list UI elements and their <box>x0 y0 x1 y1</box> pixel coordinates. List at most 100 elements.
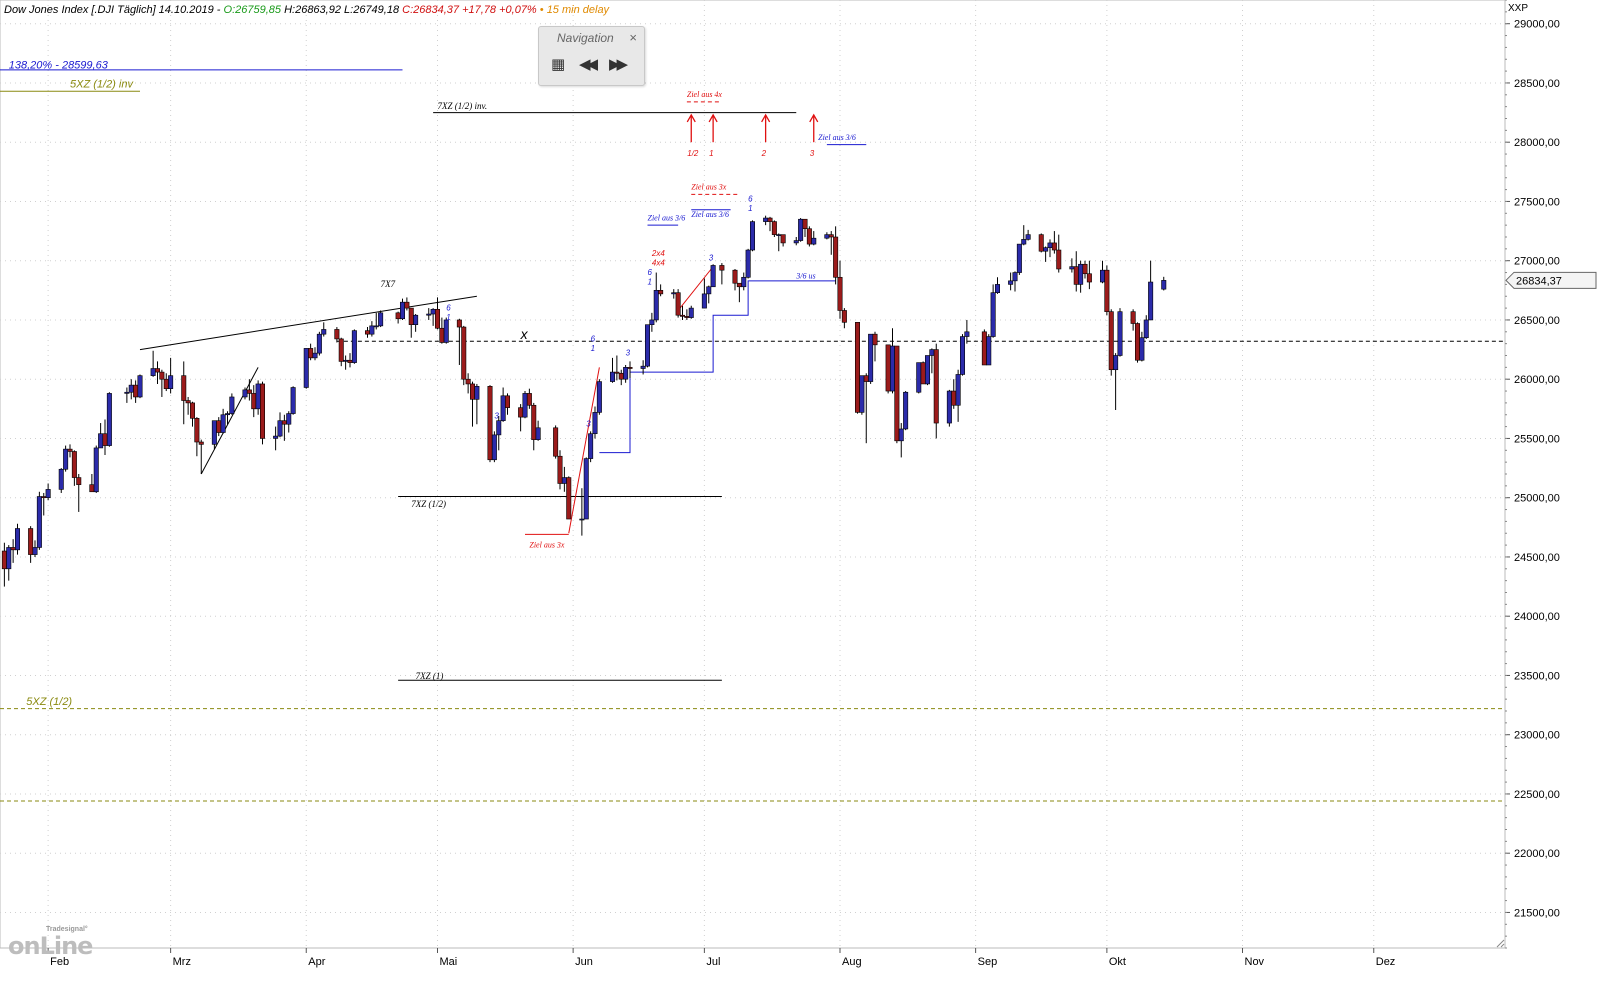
candle <box>872 331 878 362</box>
y-tick-label: 25000,00 <box>1514 493 1560 505</box>
candle-body <box>456 319 462 328</box>
annotation-line-trend-june-red2 <box>677 266 714 311</box>
candle-body <box>89 484 95 493</box>
y-tick-label: 27500,00 <box>1514 196 1560 208</box>
candle-body <box>430 308 436 315</box>
candle-body <box>28 528 34 555</box>
candle <box>461 325 467 386</box>
candle-body <box>588 433 594 459</box>
candle-body <box>434 308 440 329</box>
tradesignal-logo: Tradesignal° onLine <box>6 926 104 960</box>
wave-label: 1 <box>748 204 752 213</box>
candle <box>618 369 624 386</box>
fast-forward-icon[interactable]: ▶▶ <box>609 56 628 73</box>
y-tick-label: 26500,00 <box>1514 315 1560 327</box>
candle-body <box>312 352 318 359</box>
candle-body <box>465 378 471 385</box>
candle-body <box>1 550 7 570</box>
close-icon[interactable]: × <box>629 30 637 45</box>
rewind-icon[interactable]: ◀◀ <box>579 56 598 73</box>
candle-body <box>553 427 559 457</box>
candle <box>951 379 957 409</box>
candle <box>859 375 865 415</box>
candle <box>181 361 187 425</box>
y-tick-label: 21500,00 <box>1514 907 1560 919</box>
candle-body <box>964 331 970 337</box>
candle-body <box>378 312 384 327</box>
candle <box>684 309 690 320</box>
wave-label: 3 <box>709 254 714 263</box>
candle-body <box>824 234 830 239</box>
candle <box>837 260 843 319</box>
candle <box>491 431 497 463</box>
candle <box>1056 234 1062 273</box>
candle-body <box>1025 234 1031 240</box>
candle <box>854 322 860 414</box>
arrow-head <box>708 113 718 123</box>
candle <box>343 355 349 370</box>
candle <box>347 353 353 368</box>
x-tick-label: Mrz <box>173 956 191 968</box>
candle <box>364 327 370 338</box>
candle-body <box>679 314 685 317</box>
chart-annotation: Ziel aus 4x <box>687 90 723 99</box>
candle <box>102 419 108 456</box>
candle <box>89 474 95 493</box>
candle <box>644 324 650 368</box>
candle <box>1008 272 1014 291</box>
candle <box>163 373 169 392</box>
candle-body <box>649 319 655 325</box>
y-tick-label: 24500,00 <box>1514 552 1560 564</box>
candle-body <box>45 489 51 498</box>
candle-body <box>719 265 725 271</box>
x-tick-label: Apr <box>308 956 325 968</box>
candle <box>277 412 283 438</box>
candle-body <box>259 383 265 439</box>
candle-body <box>1113 355 1119 371</box>
candle <box>981 329 987 366</box>
candle <box>990 284 996 338</box>
candle <box>894 345 900 444</box>
candle <box>93 445 99 493</box>
candle-body <box>308 348 314 359</box>
candle-body <box>159 371 165 380</box>
candle <box>824 232 830 240</box>
candle-body <box>981 331 987 366</box>
candle <box>889 328 895 394</box>
candle <box>504 393 510 415</box>
candle-body <box>504 395 510 408</box>
candle-body <box>225 413 231 416</box>
candle-body <box>220 414 226 433</box>
candle <box>194 417 200 457</box>
candle <box>658 284 664 297</box>
candle-body <box>828 234 834 238</box>
candle <box>246 379 252 401</box>
candle-body <box>653 290 659 321</box>
candle-body <box>343 359 349 362</box>
candle <box>334 327 340 343</box>
grid-icon[interactable]: ▦ <box>551 56 566 73</box>
candle <box>924 355 930 386</box>
candle-body <box>736 282 742 288</box>
candle-body <box>688 307 694 318</box>
candle <box>198 439 204 474</box>
candle <box>124 387 130 403</box>
resize-grip-icon <box>1496 939 1505 948</box>
candle <box>378 310 384 328</box>
candle <box>456 318 462 365</box>
candle <box>885 344 891 394</box>
candle <box>98 423 104 449</box>
candle-body <box>364 330 370 335</box>
candle-body <box>246 389 252 394</box>
candle <box>1130 309 1136 331</box>
candle <box>185 396 191 415</box>
candle <box>404 297 410 311</box>
navigation-panel[interactable]: Navigation × ▦ ◀◀ ▶▶ <box>538 26 645 86</box>
candle-body <box>916 362 922 393</box>
candle <box>308 343 314 361</box>
candle-body <box>163 378 169 389</box>
annotation-line-trend-upper <box>139 295 477 351</box>
candle <box>609 357 615 383</box>
candle-body <box>63 448 69 470</box>
candle-body <box>1148 281 1154 321</box>
